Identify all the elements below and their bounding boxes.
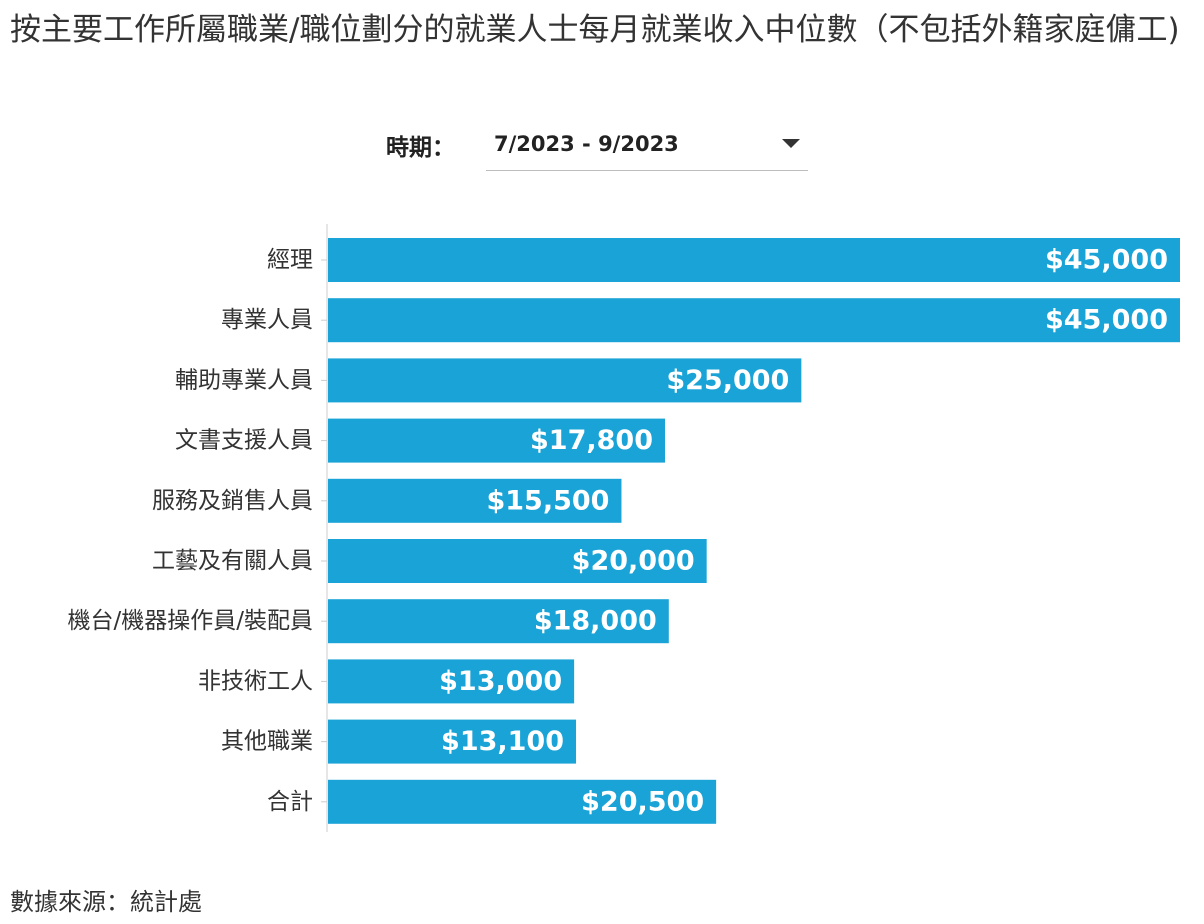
category-label: 機台/機器操作員/裝配員 (68, 608, 314, 634)
bar[interactable] (328, 779, 717, 824)
bar-value-label: $20,500 (581, 786, 704, 817)
category-label: 經理 (267, 247, 313, 273)
bar[interactable] (328, 719, 577, 764)
bar-value-label: $45,000 (1045, 245, 1168, 276)
bar-value-label: $15,500 (486, 485, 609, 516)
bar[interactable] (328, 298, 1180, 343)
category-label: 其他職業 (221, 729, 313, 755)
chart-title: 按主要工作所屬職業/職位劃分的就業人士每月就業收入中位數（不包括外籍家庭傭工) (10, 12, 1180, 48)
bar-chart: 經理 $45,000 專業人員 $45,000 輔助專業人員 $25,000 文書支援人員 $… (68, 224, 1180, 832)
period-dropdown[interactable]: 7/2023 - 9/2023 (486, 118, 808, 171)
bar-value-label: $13,100 (441, 726, 564, 757)
bar-value-label: $17,800 (530, 425, 653, 456)
bar-value-label: $45,000 (1045, 305, 1168, 336)
category-label: 輔助專業人員 (175, 367, 313, 393)
bar[interactable] (328, 659, 575, 704)
category-label: 工藝及有關人員 (152, 548, 313, 574)
bar-value-label: $18,000 (534, 606, 657, 637)
data-source: 數據來源：統計處 (10, 888, 202, 916)
chevron-down-icon[interactable] (782, 139, 800, 148)
bar[interactable] (328, 599, 669, 644)
bar-value-label: $13,000 (439, 666, 562, 697)
bar[interactable] (328, 539, 707, 583)
bar[interactable] (328, 358, 802, 403)
category-label: 合計 (267, 789, 313, 815)
bar[interactable] (328, 418, 666, 463)
category-label: 專業人員 (221, 307, 313, 333)
category-label: 文書支援人員 (175, 428, 313, 454)
period-selected-value: 7/2023 - 9/2023 (494, 132, 679, 156)
category-label: 非技術工人 (198, 668, 313, 694)
period-label: 時期： (386, 135, 455, 161)
bar-value-label: $20,000 (572, 546, 695, 577)
bar[interactable] (328, 238, 1180, 282)
bar-value-label: $25,000 (666, 365, 789, 396)
category-label: 服務及銷售人員 (152, 488, 313, 514)
bar[interactable] (328, 478, 622, 523)
